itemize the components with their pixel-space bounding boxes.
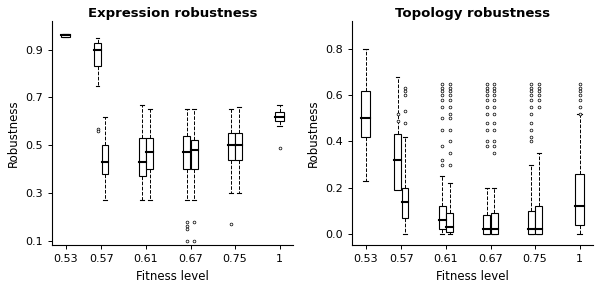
Bar: [575, 174, 584, 225]
Bar: [228, 133, 235, 160]
Bar: [184, 136, 190, 169]
Bar: [361, 90, 370, 137]
Bar: [439, 206, 446, 229]
Title: Topology robustness: Topology robustness: [395, 7, 550, 20]
Bar: [491, 213, 497, 234]
Bar: [101, 145, 109, 174]
X-axis label: Fitness level: Fitness level: [436, 270, 509, 283]
Bar: [401, 188, 409, 218]
Bar: [61, 34, 70, 37]
Bar: [535, 206, 542, 234]
Bar: [446, 213, 453, 232]
Bar: [139, 138, 146, 176]
Bar: [146, 138, 153, 169]
Bar: [394, 135, 401, 190]
Y-axis label: Robustness: Robustness: [307, 99, 320, 167]
Bar: [275, 112, 284, 121]
Bar: [235, 133, 242, 160]
Title: Expression robustness: Expression robustness: [88, 7, 257, 20]
Bar: [528, 211, 535, 234]
Bar: [191, 140, 197, 169]
Bar: [94, 43, 101, 66]
Y-axis label: Robustness: Robustness: [7, 99, 20, 167]
Bar: [484, 215, 490, 234]
X-axis label: Fitness level: Fitness level: [136, 270, 209, 283]
